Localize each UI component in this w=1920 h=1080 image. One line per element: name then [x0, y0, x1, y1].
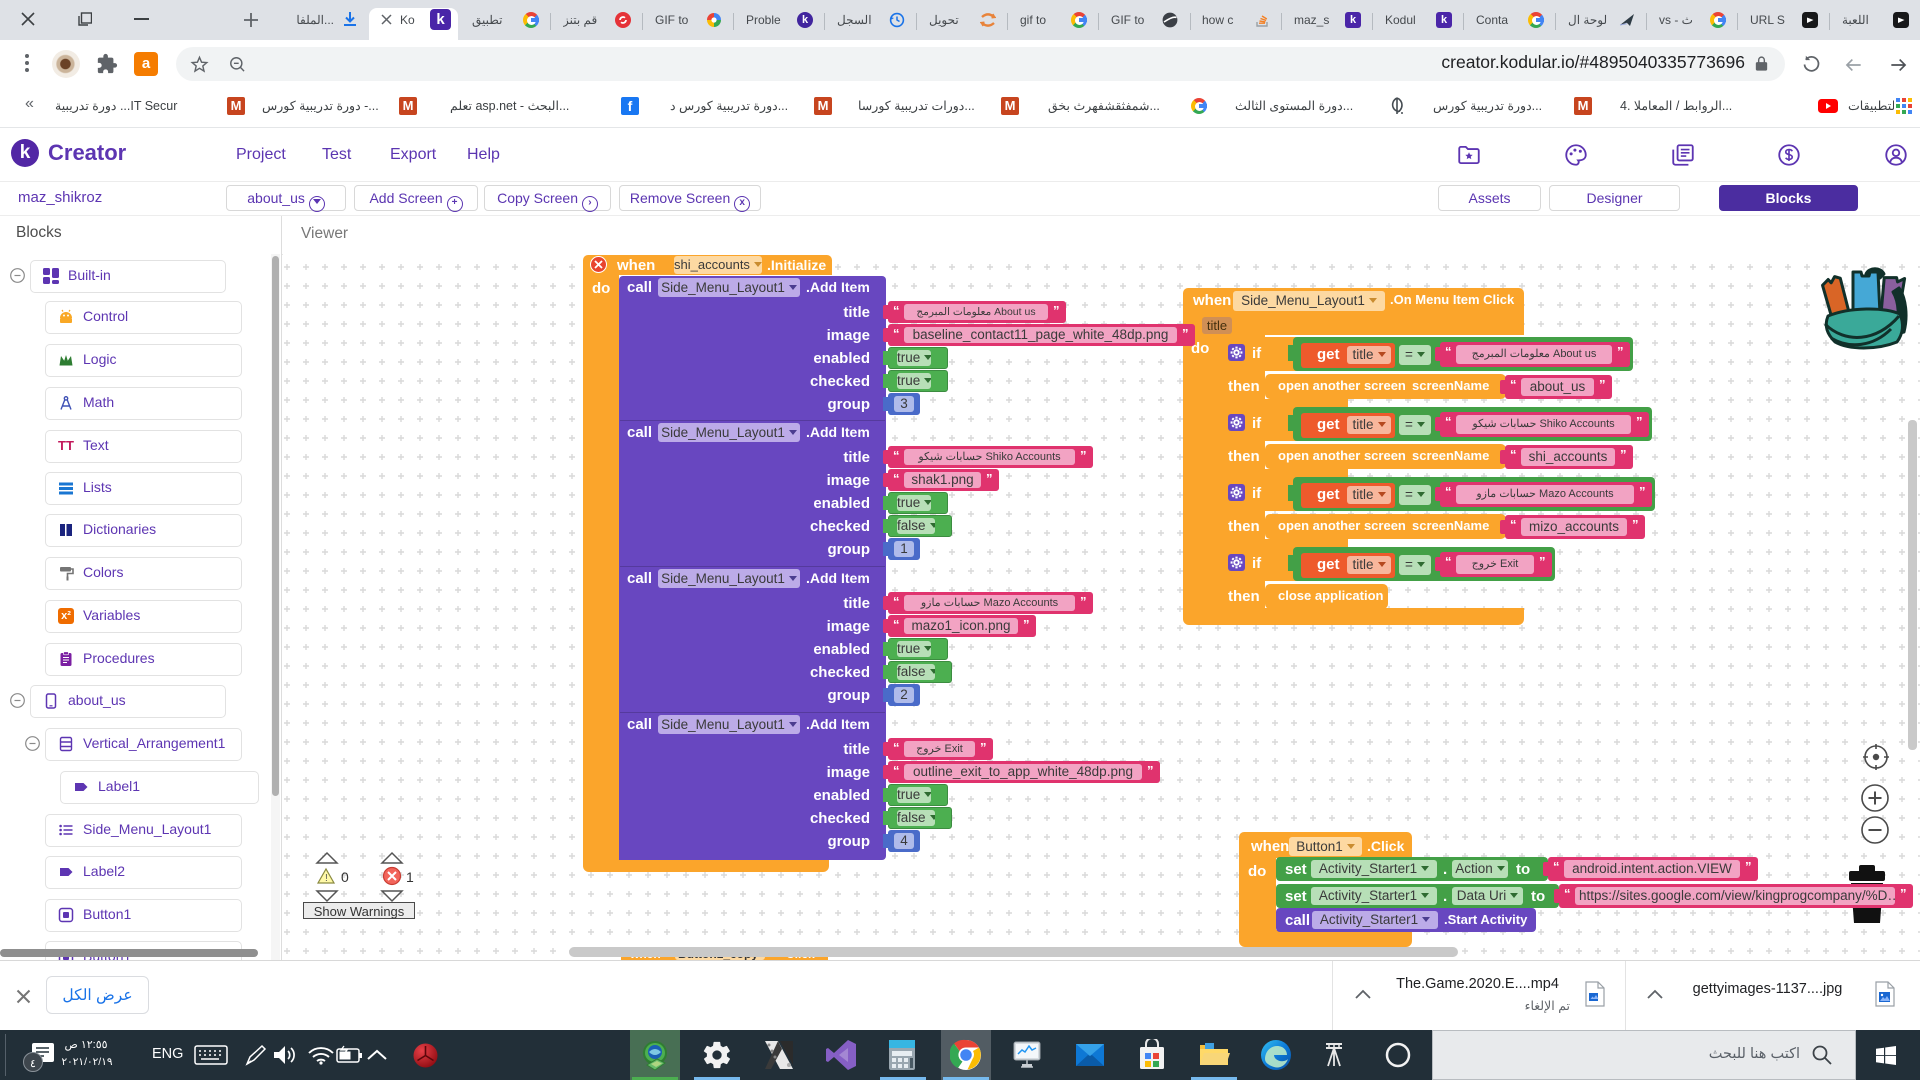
svg-text:1: 1: [406, 869, 414, 885]
svg-text:٤: ٤: [30, 1058, 36, 1070]
svg-text:0: 0: [341, 869, 349, 885]
svg-text:!: !: [325, 873, 328, 884]
